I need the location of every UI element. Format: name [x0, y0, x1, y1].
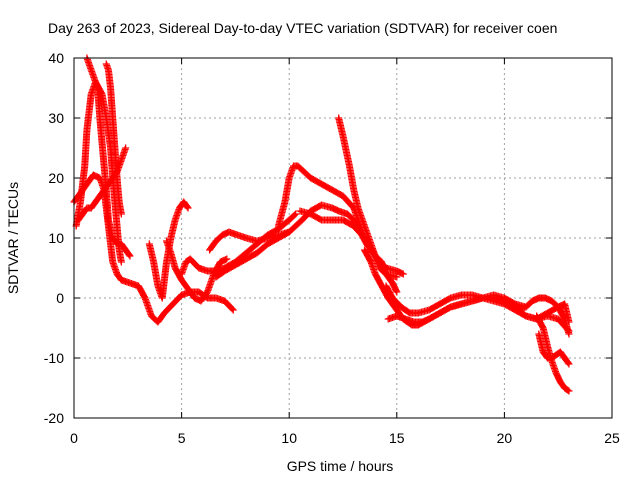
data-point	[223, 255, 231, 263]
data-point	[393, 288, 401, 296]
data-point-sample	[183, 203, 191, 211]
data-point	[292, 210, 300, 218]
series-track-15	[382, 282, 573, 326]
data-points	[70, 54, 573, 395]
x-tick-label: 5	[178, 430, 186, 446]
y-tick-label: 10	[48, 230, 64, 246]
series-track-12	[296, 207, 401, 296]
data-point-sample	[564, 359, 572, 367]
x-tick-label: 15	[389, 430, 405, 446]
x-axis-label: GPS time / hours	[287, 458, 394, 474]
data-point	[126, 252, 134, 260]
data-point	[117, 258, 125, 266]
data-point	[229, 306, 237, 314]
data-point-sample	[125, 251, 133, 259]
data-point	[184, 204, 192, 212]
chart-title: Day 263 of 2023, Sidereal Day-to-day VTE…	[48, 20, 557, 36]
data-point	[565, 330, 573, 338]
data-point-sample	[291, 211, 299, 219]
data-point	[122, 144, 130, 152]
data-point	[393, 273, 401, 281]
series-track-19	[535, 330, 573, 368]
x-tick-label: 0	[70, 430, 78, 446]
data-point	[565, 387, 573, 395]
x-tick-label: 20	[497, 430, 513, 446]
x-tick-label: 10	[281, 430, 297, 446]
series-track-13	[335, 114, 401, 281]
x-tick-label: 25	[604, 430, 620, 446]
grid-lines	[74, 58, 612, 418]
data-point-sample	[564, 386, 572, 394]
data-point	[565, 360, 573, 368]
y-tick-label: 40	[48, 50, 64, 66]
y-tick-label: 0	[56, 290, 64, 306]
x-axis-ticks: 0 5 10 15 20 25	[70, 58, 620, 446]
y-tick-label: -10	[44, 350, 64, 366]
series-track-17	[511, 294, 573, 338]
y-tick-label: 20	[48, 170, 64, 186]
y-tick-label: 30	[48, 110, 64, 126]
data-point	[117, 210, 125, 218]
y-axis-ticks: -20 -10 0 10 20 30 40	[44, 50, 612, 426]
series-track-4	[83, 54, 125, 266]
y-axis-label: SDTVAR / TECUs	[5, 182, 21, 294]
y-tick-label: -20	[44, 410, 64, 426]
data-point-sample	[228, 305, 236, 313]
series-track-5	[102, 60, 125, 218]
data-point	[399, 270, 407, 278]
